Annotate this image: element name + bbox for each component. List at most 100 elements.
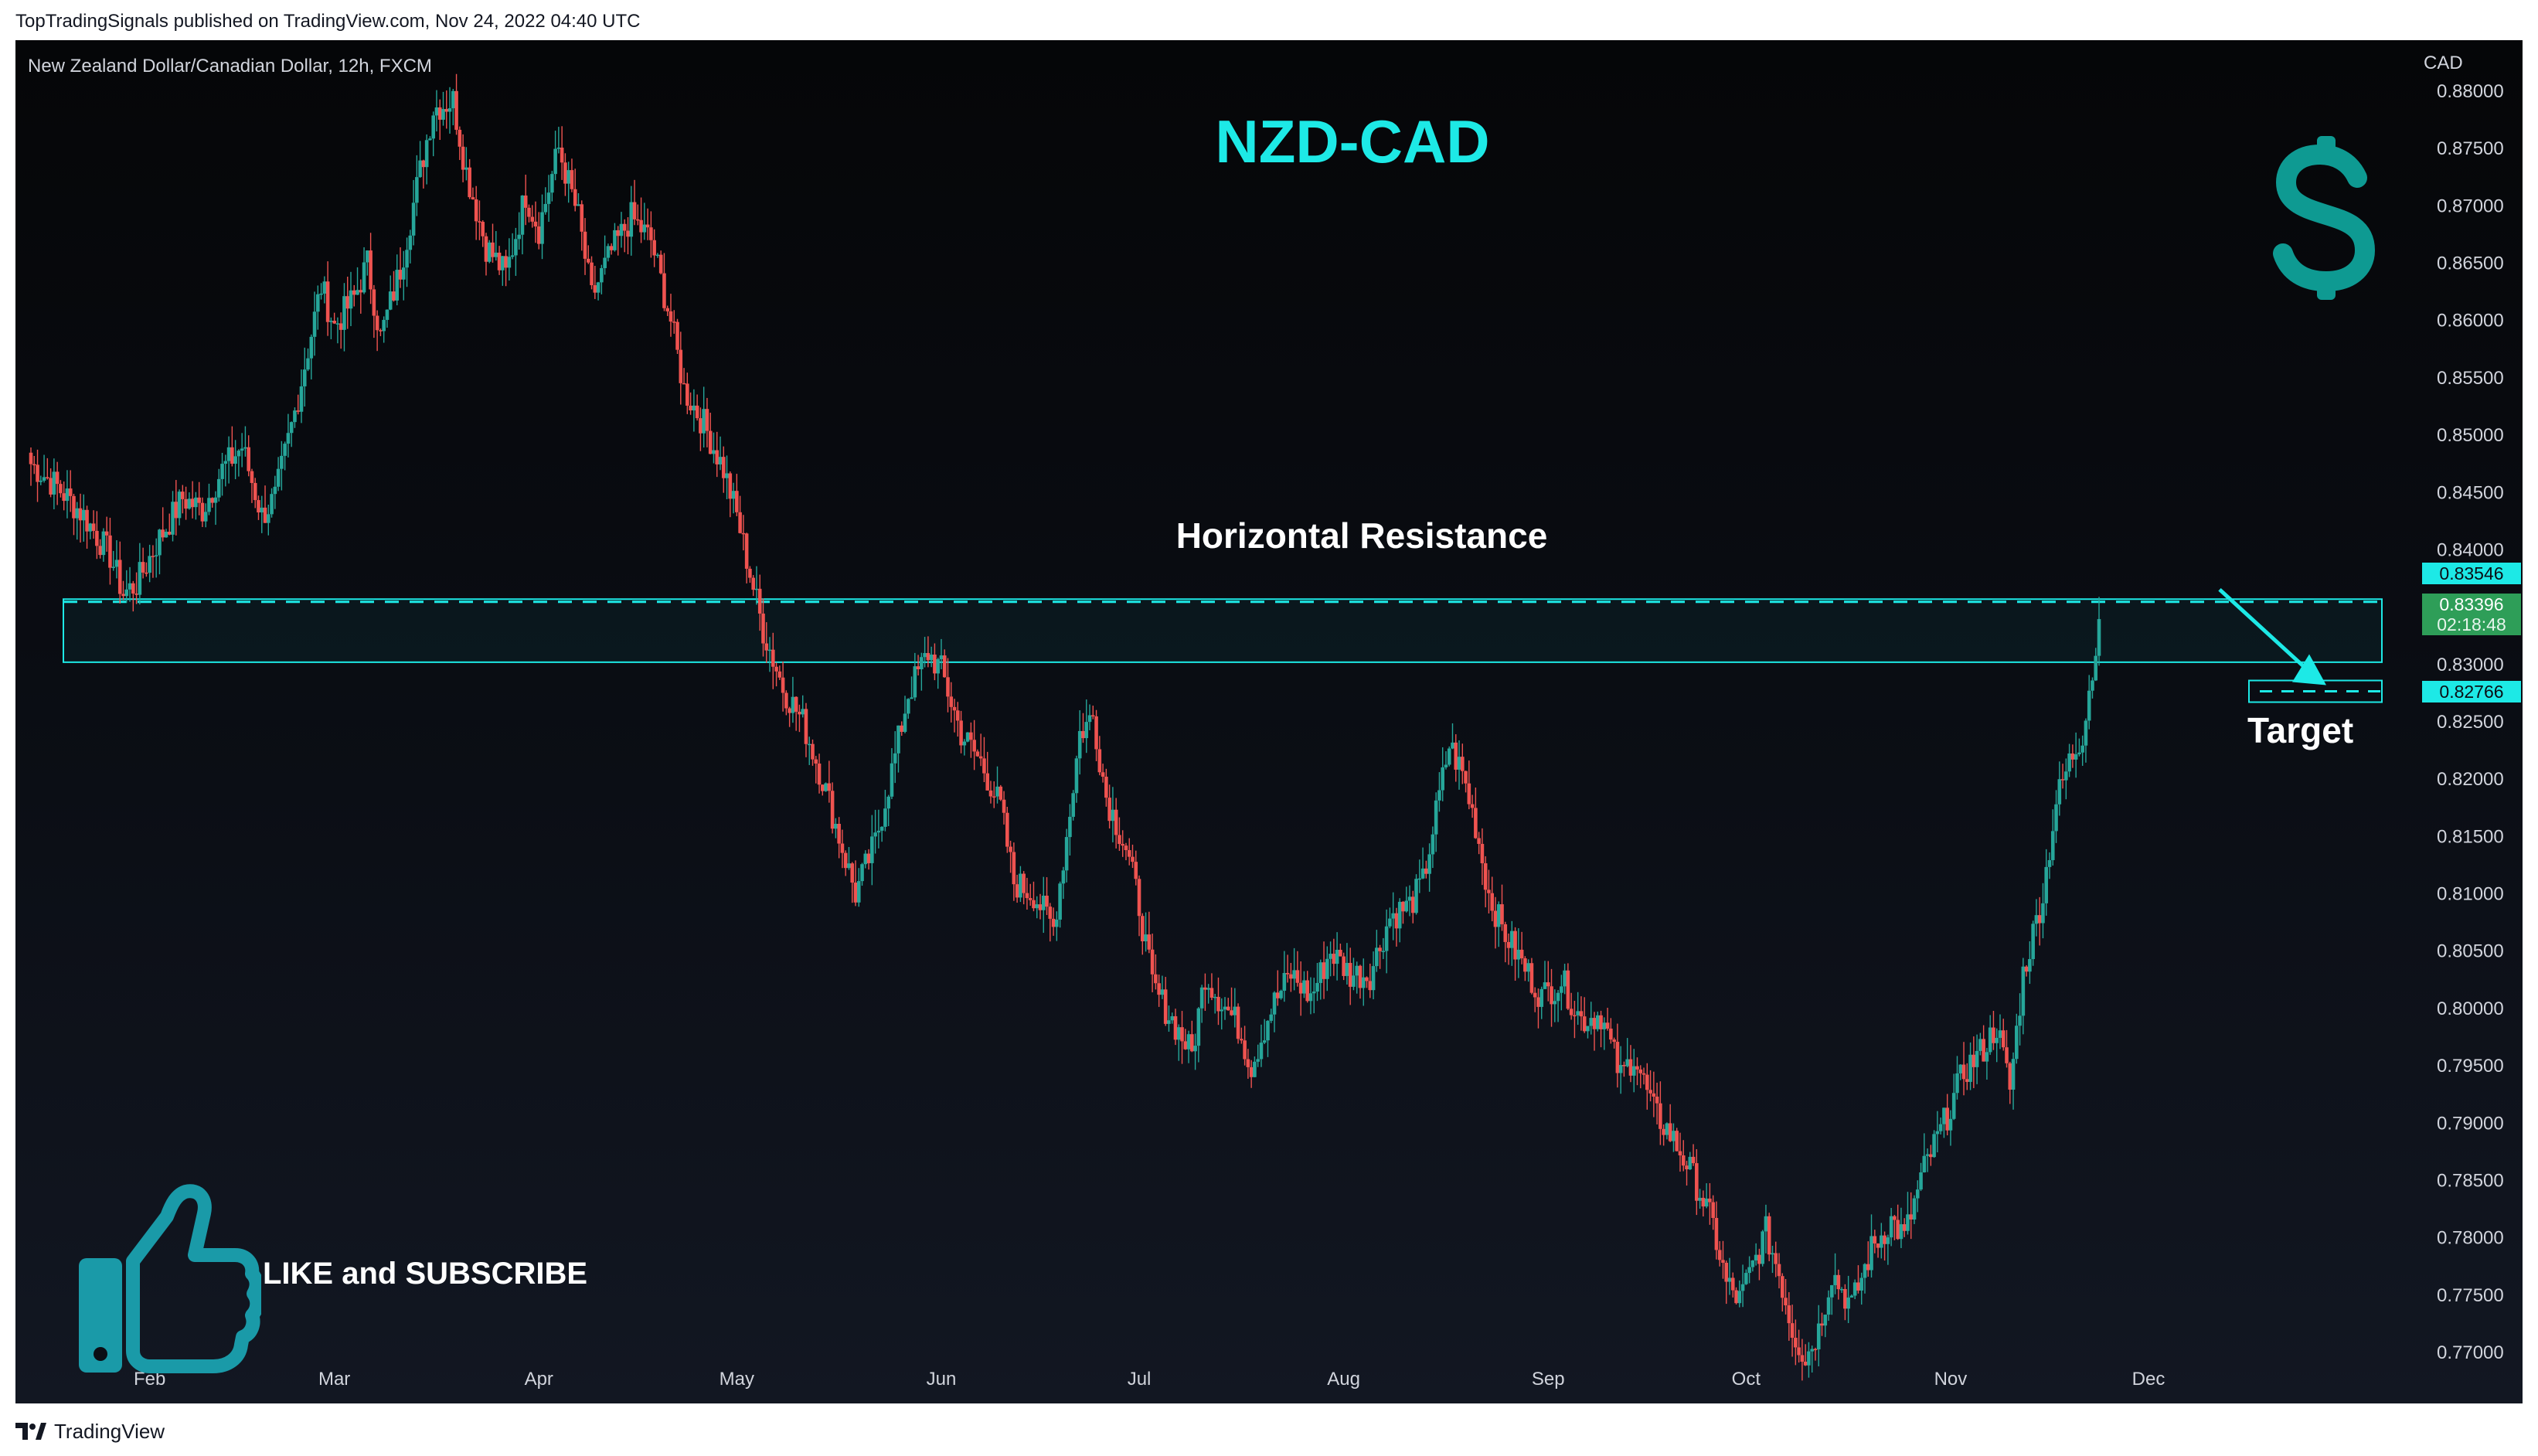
candle-body bbox=[145, 572, 148, 574]
candle-body bbox=[1269, 1014, 1274, 1021]
candle-body bbox=[1118, 835, 1121, 845]
candle-body bbox=[1730, 1277, 1735, 1291]
candle-body bbox=[1180, 1027, 1184, 1042]
candle-body bbox=[1922, 1155, 1927, 1172]
candle-body bbox=[1529, 963, 1534, 993]
candle-body bbox=[1618, 1065, 1623, 1073]
candle-body bbox=[124, 589, 129, 597]
resistance-zone-label: Horizontal Resistance bbox=[1175, 515, 1548, 556]
candle-body bbox=[920, 657, 924, 669]
candle-body bbox=[441, 109, 445, 120]
candle-body bbox=[345, 296, 350, 309]
candle-body bbox=[247, 447, 250, 471]
candle-body bbox=[1404, 900, 1409, 912]
candle-body bbox=[484, 236, 488, 262]
candle-body bbox=[725, 473, 729, 478]
candle-body bbox=[1846, 1297, 1850, 1309]
candle-body bbox=[1582, 1016, 1587, 1032]
candle-body bbox=[2008, 1063, 2012, 1090]
candle-body bbox=[1005, 812, 1009, 847]
candle-body bbox=[128, 583, 132, 590]
x-tick-label: Apr bbox=[525, 1369, 553, 1390]
candle-body bbox=[2044, 866, 2049, 903]
candle-body bbox=[1744, 1273, 1748, 1284]
candle-body bbox=[1951, 1093, 1956, 1119]
candle-body bbox=[1345, 962, 1349, 976]
candle-body bbox=[1546, 982, 1550, 987]
candle-body bbox=[952, 706, 957, 711]
candle-body bbox=[1794, 1338, 1798, 1348]
candle-body bbox=[1833, 1274, 1837, 1285]
candle-body bbox=[1721, 1260, 1725, 1263]
candle-body bbox=[213, 497, 218, 503]
candle-body bbox=[619, 223, 624, 236]
candle-body bbox=[411, 202, 416, 236]
candle-body bbox=[982, 758, 986, 774]
candle-body bbox=[36, 464, 39, 482]
candle-body bbox=[487, 242, 492, 262]
candle-body bbox=[184, 498, 188, 509]
y-tick-label: 0.83000 bbox=[2437, 655, 2504, 675]
candle-body bbox=[824, 783, 828, 791]
candle-body bbox=[1256, 1059, 1260, 1062]
candle-body bbox=[1127, 850, 1131, 857]
candle-body bbox=[600, 267, 604, 283]
candle-body bbox=[134, 594, 138, 595]
candle-body bbox=[1589, 1018, 1594, 1026]
price-chart[interactable]: 0.77000 0.77500 0.78000 0.78500 0.79000 0.795… bbox=[15, 40, 2523, 1403]
candle-body bbox=[1771, 1253, 1774, 1255]
candle-body bbox=[72, 495, 76, 519]
footer: TradingView bbox=[15, 1416, 165, 1447]
candle-body bbox=[29, 452, 33, 464]
candle-body bbox=[342, 296, 346, 330]
candle-body bbox=[821, 784, 825, 791]
candle-body bbox=[910, 697, 913, 699]
candle-body bbox=[405, 250, 409, 268]
candle-body bbox=[1454, 742, 1458, 770]
candle-body bbox=[1094, 716, 1098, 750]
candle-body bbox=[999, 786, 1003, 800]
candle-body bbox=[1938, 1124, 1943, 1131]
candle-body bbox=[1101, 772, 1105, 777]
candle-body bbox=[1240, 1039, 1243, 1041]
candle-body bbox=[174, 502, 179, 519]
candle-body bbox=[1724, 1262, 1729, 1282]
candle-body bbox=[1925, 1154, 1930, 1156]
candle-body bbox=[1810, 1349, 1814, 1352]
candle-body bbox=[1352, 975, 1356, 987]
candle-body bbox=[1523, 958, 1527, 972]
candle-body bbox=[2005, 1047, 2009, 1063]
candle-body bbox=[468, 167, 471, 198]
candle-body bbox=[784, 692, 788, 709]
candle-body bbox=[517, 234, 521, 240]
candle-body bbox=[1500, 904, 1504, 924]
candle-body bbox=[1262, 1040, 1267, 1043]
candle-body bbox=[263, 507, 267, 523]
candle-body bbox=[2084, 720, 2088, 746]
candle-body bbox=[464, 167, 468, 170]
candle-body bbox=[890, 763, 894, 797]
candle-body bbox=[203, 512, 208, 522]
candle-body bbox=[1550, 986, 1553, 1005]
candle-body bbox=[1437, 790, 1441, 801]
chart-frame[interactable]: 0.77000 0.77500 0.78000 0.78500 0.79000 0.795… bbox=[15, 40, 2523, 1403]
candle-body bbox=[1859, 1277, 1864, 1291]
tradingview-logo-icon[interactable] bbox=[15, 1423, 46, 1440]
candle-body bbox=[2031, 924, 2035, 960]
candle-body bbox=[260, 507, 264, 513]
candle-body bbox=[2067, 753, 2071, 772]
candle-body bbox=[1160, 989, 1165, 995]
candle-body bbox=[2057, 779, 2062, 805]
candle-body bbox=[804, 709, 808, 744]
candle-body bbox=[1662, 1128, 1665, 1135]
candle-body bbox=[1163, 989, 1168, 1024]
candle-body bbox=[197, 497, 201, 503]
candle-body bbox=[1206, 988, 1210, 990]
symbol-description[interactable]: New Zealand Dollar/Canadian Dollar, 12h,… bbox=[28, 56, 432, 77]
candle-body bbox=[728, 473, 733, 499]
candle-body bbox=[46, 477, 49, 478]
candle-body bbox=[257, 500, 260, 513]
candle-body bbox=[1477, 838, 1481, 844]
tradingview-brand[interactable]: TradingView bbox=[54, 1419, 165, 1443]
candle-body bbox=[1434, 800, 1438, 835]
